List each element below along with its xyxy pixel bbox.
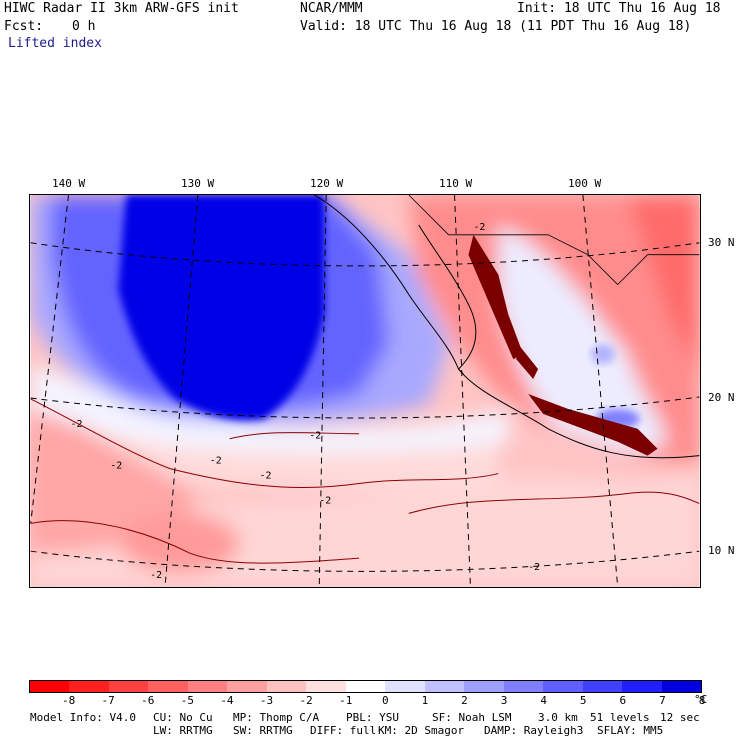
lon-label-120w: 120 W	[310, 177, 344, 190]
colorbar-swatch	[306, 681, 346, 692]
km-scheme: KM: 2D Smagor	[378, 724, 465, 737]
sw-scheme: SW: RRTMG	[233, 724, 293, 737]
colorbar-tick-label: 1	[421, 694, 429, 707]
colorbar	[29, 680, 702, 693]
colorbar-swatch	[661, 681, 701, 692]
colorbar-tick-label: -6	[141, 694, 155, 707]
contour-lines	[30, 398, 700, 564]
levels: 51 levels	[590, 711, 650, 724]
colorbar-swatch	[464, 681, 504, 692]
colorbar-tick-label: 2	[461, 694, 468, 707]
org-label: NCAR/MMM	[300, 1, 363, 16]
terrain-highlights	[468, 234, 658, 456]
colorbar-tick-label: 4	[540, 694, 547, 707]
colorbar-swatch	[622, 681, 662, 692]
diff-scheme: DIFF: full	[310, 724, 377, 737]
contour-label: -2	[260, 471, 272, 482]
colorbar-swatch	[69, 681, 109, 692]
pbl-scheme: PBL: YSU	[346, 711, 399, 724]
mp-scheme: MP: Thomp C/A	[233, 711, 320, 724]
colorbar-tick-label: 0	[381, 694, 389, 707]
valid-time: Valid: 18 UTC Thu 16 Aug 18 (11 PDT Thu …	[300, 19, 692, 34]
contour-label: -2	[319, 495, 331, 506]
contour-label: -2	[150, 570, 162, 581]
contour-label: -2	[110, 461, 122, 472]
model-title: HIWC Radar II 3km ARW-GFS init	[4, 1, 239, 16]
lw-scheme: LW: RRTMG	[153, 724, 213, 737]
colorbar-tick-label: 3	[500, 694, 508, 707]
cu-scheme: CU: No Cu	[153, 711, 213, 724]
colorbar-swatch	[582, 681, 623, 692]
colorbar-unit: °C	[694, 693, 708, 706]
lat-label-30n: 30 N	[708, 236, 735, 249]
colorbar-tick-label: -4	[220, 694, 234, 707]
colorbar-tick-label: 6	[619, 694, 627, 707]
colorbar-swatch	[187, 681, 228, 692]
colorbar-swatch	[345, 681, 386, 692]
colorbar-swatch	[108, 681, 149, 692]
model-info: Model Info: V4.0	[30, 711, 136, 724]
sflay-scheme: SFLAY: MM5	[597, 724, 664, 737]
lat-label-10n: 10 N	[708, 544, 735, 557]
contour-label: -2	[528, 562, 540, 573]
fcst-label: Fcst:	[4, 19, 44, 34]
lon-label-140w: 140 W	[52, 177, 86, 190]
colorbar-tick-label: 5	[579, 694, 587, 707]
contour-label: -2	[473, 222, 485, 233]
timestep: 12 sec	[660, 711, 700, 724]
colorbar-swatch	[266, 681, 307, 692]
colorbar-tick-label: -1	[339, 694, 353, 707]
lon-label-100w: 100 W	[568, 177, 602, 190]
lat-label-20n: 20 N	[708, 391, 735, 404]
grid-lines	[30, 195, 700, 587]
colorbar-swatch	[503, 681, 544, 692]
lifted-index-map: -2 -2 -2 -2 -2 -2 -2 -2 -2	[29, 194, 701, 588]
contour-label: -2	[309, 431, 321, 442]
colorbar-tick-label: -3	[259, 694, 274, 707]
colorbar-swatch	[30, 681, 70, 692]
deep-blue-core	[118, 195, 325, 421]
damp-scheme: DAMP: Rayleigh3	[484, 724, 584, 737]
init-time: Init: 18 UTC Thu 16 Aug 18	[517, 1, 721, 16]
colorbar-tick-label: -5	[180, 694, 194, 707]
colorbar-swatch	[424, 681, 465, 692]
contour-label: -2	[71, 419, 83, 430]
fcst-value: 0 h	[72, 19, 96, 34]
contour-label: -2	[210, 456, 222, 467]
colorbar-tick-label: -8	[61, 694, 76, 707]
lon-label-110w: 110 W	[439, 177, 473, 190]
colorbar-tick-label: -2	[299, 694, 313, 707]
colorbar-tick-label: -7	[101, 694, 115, 707]
sf-scheme: SF: Noah LSM	[432, 711, 512, 724]
lon-label-130w: 130 W	[181, 177, 215, 190]
colorbar-swatch	[148, 681, 188, 692]
colorbar-swatch	[385, 681, 425, 692]
colorbar-tick-label: 7	[659, 694, 666, 707]
colorbar-swatch	[227, 681, 267, 692]
coastline	[314, 195, 477, 375]
colorbar-swatch	[543, 681, 583, 692]
resolution: 3.0 km	[538, 711, 578, 724]
colorbar-tick-label: 8	[698, 694, 706, 707]
field-name: Lifted index	[8, 36, 102, 51]
